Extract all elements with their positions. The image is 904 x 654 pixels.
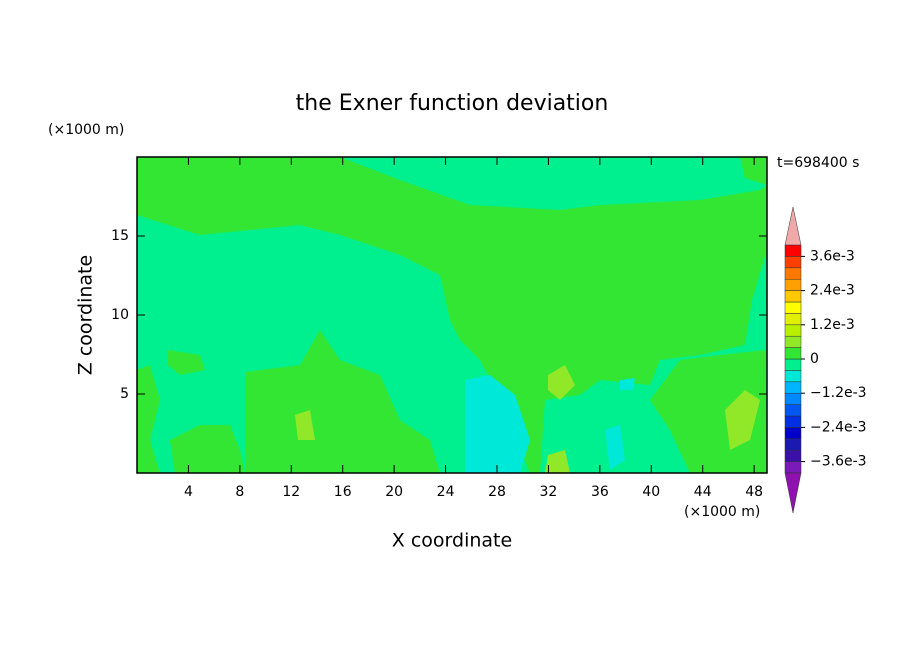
colorbar-box	[784, 313, 802, 326]
contour-region	[295, 410, 315, 440]
colorbar-box	[784, 370, 802, 383]
x-tick-label: 48	[745, 484, 763, 500]
colorbar-box	[784, 324, 802, 337]
colorbar-box	[784, 278, 802, 291]
colorbar-tick-label: 2.4e-3	[810, 283, 855, 299]
contour-region	[545, 450, 570, 473]
colorbar-box	[784, 449, 802, 462]
contour-region	[137, 157, 767, 473]
colorbar-box	[784, 438, 802, 451]
colorbar-box	[784, 335, 802, 348]
colorbar-under	[784, 472, 802, 514]
contour-region	[168, 350, 205, 375]
x-tick-label: 40	[642, 484, 660, 500]
y-unit: (×1000 m)	[48, 122, 124, 138]
contour-region	[605, 425, 625, 470]
x-tick-label: 28	[488, 484, 506, 500]
contour-region	[170, 425, 245, 473]
x-tick-label: 44	[694, 484, 712, 500]
colorbar-tick-label: −3.6e-3	[810, 454, 867, 470]
colorbar-box	[784, 461, 802, 474]
x-tick-label: 32	[540, 484, 558, 500]
contour-region	[548, 365, 575, 400]
colorbar-over	[784, 206, 802, 246]
contour-region	[620, 378, 635, 390]
colorbar-box	[784, 404, 802, 417]
colorbar-box	[784, 358, 802, 371]
x-tick-label: 12	[282, 484, 300, 500]
colorbar-tick-label: −2.4e-3	[810, 419, 867, 435]
x-tick-label: 16	[334, 484, 352, 500]
colorbar-box	[784, 244, 802, 257]
y-axis-label: Z coordinate	[75, 255, 97, 375]
colorbar-box	[784, 290, 802, 303]
x-tick-label: 20	[385, 484, 403, 500]
y-tick-label: 15	[111, 228, 129, 244]
time-label: t=698400 s	[777, 155, 859, 171]
x-tick-label: 4	[184, 484, 193, 500]
colorbar-box	[784, 347, 802, 360]
contour-region	[725, 390, 760, 450]
colorbar-box	[784, 415, 802, 428]
x-unit: (×1000 m)	[684, 504, 760, 520]
chart-title: the Exner function deviation	[296, 91, 609, 116]
x-tick-label: 8	[235, 484, 244, 500]
colorbar-box	[784, 267, 802, 280]
colorbar-box	[784, 392, 802, 405]
contour-region	[465, 375, 530, 473]
colorbar-tick-label: 1.2e-3	[810, 317, 855, 333]
y-tick-label: 10	[111, 307, 129, 323]
colorbar-tick-label: −1.2e-3	[810, 385, 867, 401]
colorbar-tick-label: 3.6e-3	[810, 248, 855, 264]
y-tick-label: 5	[120, 386, 129, 402]
contour-region	[137, 365, 160, 473]
contour-region	[245, 330, 440, 473]
x-tick-label: 24	[437, 484, 455, 500]
colorbar-box	[784, 381, 802, 394]
colorbar-box	[784, 301, 802, 314]
contour-region	[740, 157, 767, 185]
x-tick-label: 36	[591, 484, 609, 500]
x-axis-label: X coordinate	[392, 530, 512, 552]
colorbar-tick-label: 0	[810, 351, 819, 367]
colorbar-box	[784, 427, 802, 440]
colorbar-box	[784, 256, 802, 269]
